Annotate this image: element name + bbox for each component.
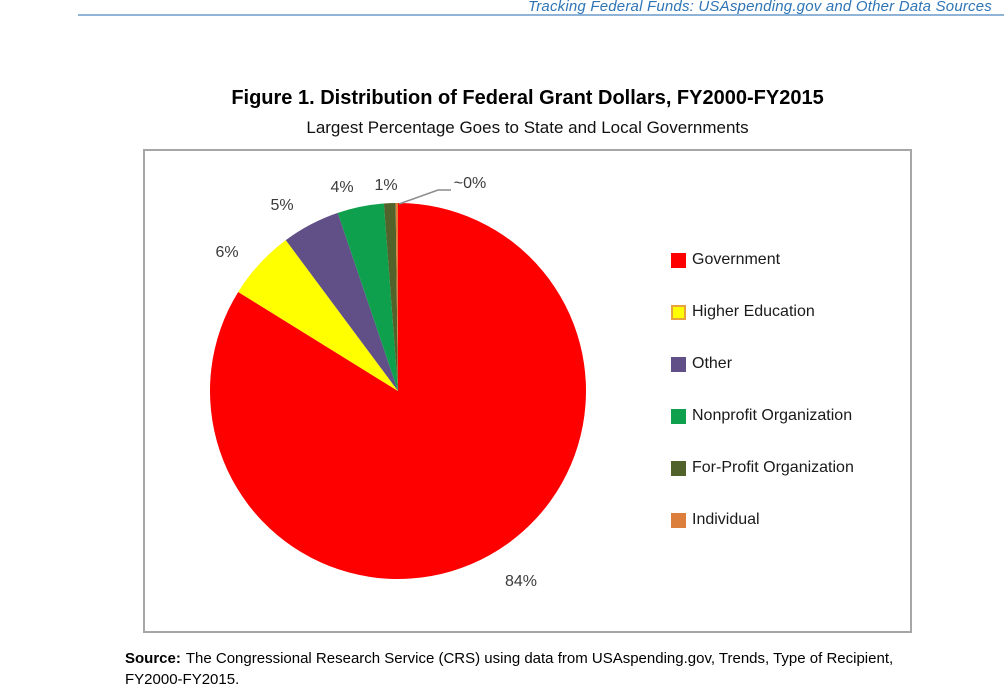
chart-legend: Government Higher Education Other Nonpro…: [671, 251, 854, 528]
source-note: Source: The Congressional Research Servic…: [125, 648, 937, 690]
pie-chart: [209, 189, 586, 579]
slice-label-government: 84%: [504, 573, 538, 590]
legend-label-nonprofit-organization: Nonprofit Organization: [692, 407, 853, 424]
legend-swatch-for-profit-organization: [671, 460, 686, 476]
source-label: Source:: [125, 650, 181, 667]
legend-item-government: Government: [671, 251, 854, 268]
legend-item-for-profit-organization: For-Profit Organization: [671, 459, 854, 476]
slice-label-nonprofit: 4%: [330, 179, 354, 196]
legend-item-other: Other: [671, 355, 854, 372]
legend-item-higher-education: Higher Education: [671, 303, 854, 320]
pie-slice-other: [285, 212, 398, 391]
pie-slice-for-profit-organization: [383, 203, 398, 391]
leader-line-individual: [398, 189, 451, 205]
pie-slice-higher-education: [238, 240, 398, 391]
legend-swatch-government: [671, 252, 686, 268]
legend-label-individual: Individual: [692, 511, 760, 528]
legend-label-for-profit-organization: For-Profit Organization: [692, 459, 854, 476]
pie-slice-government: [209, 203, 586, 579]
source-text: The Congressional Research Service (CRS)…: [125, 650, 894, 688]
legend-swatch-individual: [671, 512, 686, 528]
legend-swatch-nonprofit-organization: [671, 408, 686, 424]
pie-slice-nonprofit-organization: [337, 203, 398, 391]
legend-item-nonprofit-organization: Nonprofit Organization: [671, 407, 854, 424]
slice-label-higher-education: 6%: [215, 244, 239, 261]
slice-label-individual: ~0%: [453, 175, 487, 192]
legend-label-higher-education: Higher Education: [692, 303, 815, 320]
legend-swatch-higher-education: [671, 304, 686, 320]
slice-label-for-profit: 1%: [374, 177, 398, 194]
running-header-title: Tracking Federal Funds: USAspending.gov …: [527, 0, 992, 15]
legend-swatch-other: [671, 356, 686, 372]
pie-slice-individual: [395, 202, 398, 391]
chart-frame: 84% 6% 5% 4% 1% ~0% Government Higher Ed…: [143, 149, 912, 633]
legend-item-individual: Individual: [671, 511, 854, 528]
legend-label-other: Other: [692, 355, 733, 372]
header-rule: [78, 14, 1004, 16]
figure-title: Figure 1. Distribution of Federal Grant …: [231, 87, 824, 109]
legend-label-government: Government: [692, 251, 781, 268]
slice-label-other: 5%: [270, 197, 294, 214]
figure-subtitle: Largest Percentage Goes to State and Loc…: [306, 118, 749, 137]
